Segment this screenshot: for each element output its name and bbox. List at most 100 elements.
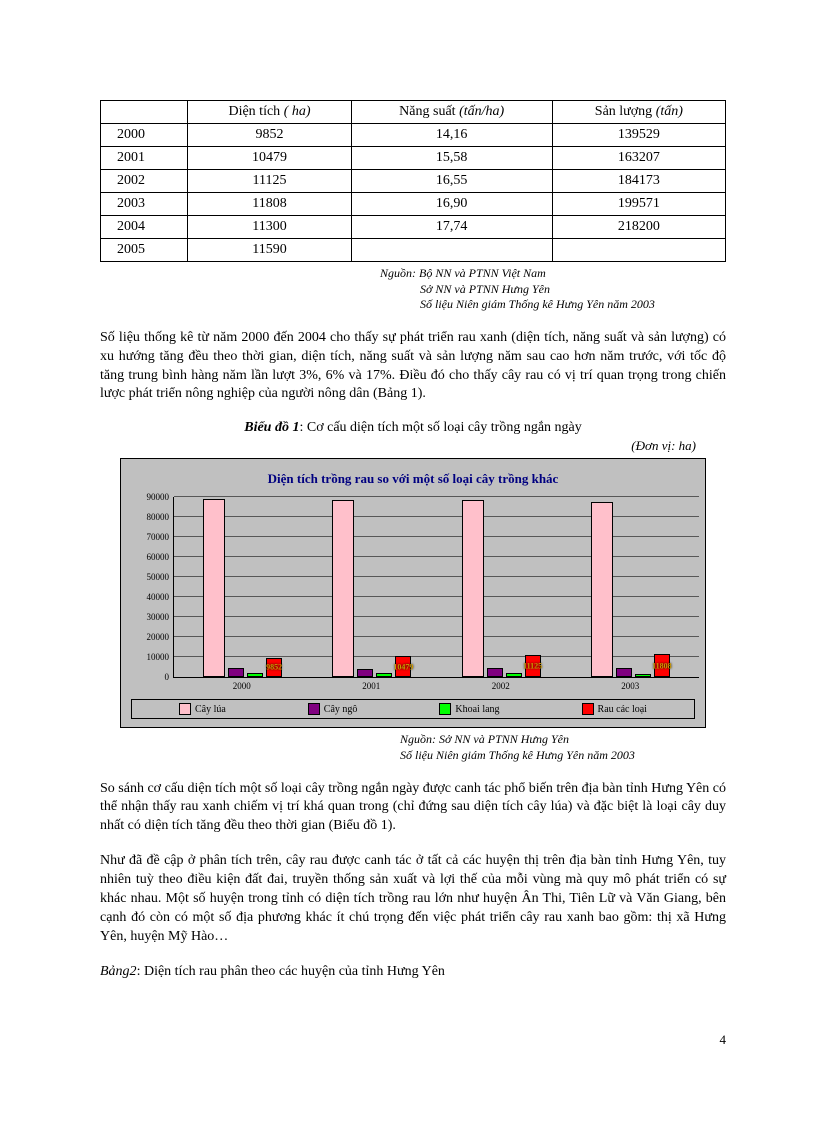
bar-value-label: 9852: [266, 663, 282, 672]
bar-group: 11125: [462, 497, 541, 677]
th-output: Sản lượng (tấn): [552, 101, 725, 124]
table-header-row: Diện tích ( ha) Năng suất (tấn/ha) Sản l…: [101, 101, 726, 124]
table2-caption: Bảng2: Diện tích rau phân theo các huyện…: [100, 963, 726, 982]
bar: 11808: [654, 654, 670, 678]
bar-group: 11808: [591, 497, 670, 677]
y-tick: 10000: [147, 652, 170, 662]
bar: [462, 500, 484, 677]
page-number: 4: [100, 1032, 726, 1048]
cell-value: 17,74: [351, 216, 552, 239]
cell-value: 11590: [188, 239, 351, 262]
bar: [591, 502, 613, 678]
y-axis: 0100002000030000400005000060000700008000…: [127, 497, 173, 677]
legend-label: Khoai lang: [455, 704, 499, 715]
cell-value: 218200: [552, 216, 725, 239]
y-tick: 70000: [147, 532, 170, 542]
bar-value-label: 10479: [393, 662, 413, 671]
bar-value-label: 11125: [523, 662, 542, 671]
bar: 10479: [395, 656, 411, 677]
cell-year: 2002: [101, 170, 188, 193]
table-row: 20031180816,90199571: [101, 193, 726, 216]
legend-item: Khoai lang: [439, 703, 499, 715]
cell-value: 11300: [188, 216, 351, 239]
cell-value: 184173: [552, 170, 725, 193]
legend-label: Rau các loại: [598, 704, 647, 715]
bar: [332, 500, 354, 677]
cell-value: 11125: [188, 170, 351, 193]
chart-caption: Biểu đồ 1: Cơ cấu diện tích một số loại …: [100, 420, 726, 436]
table-row: 2000985214,16139529: [101, 124, 726, 147]
bar: [203, 499, 225, 677]
bar: 11125: [525, 655, 541, 677]
source-block-1: Nguồn: Bộ NN và PTNN Việt Nam Sở NN và P…: [100, 266, 726, 313]
chart-unit: (Đơn vị: ha): [100, 438, 696, 454]
bar-value-label: 11808: [652, 661, 672, 670]
y-tick: 30000: [147, 612, 170, 622]
source-block-2: Nguồn: Sở NN và PTNN Hưng Yên Số liệu Ni…: [100, 732, 726, 763]
cell-value: [351, 239, 552, 262]
legend-item: Cây ngô: [308, 703, 358, 715]
th-yield: Năng suất (tấn/ha): [351, 101, 552, 124]
paragraph-2: So sánh cơ cấu diện tích một số loại cây…: [100, 780, 726, 837]
bar: [616, 668, 632, 678]
source-label: Nguồn:: [380, 266, 416, 280]
data-table: Diện tích ( ha) Năng suất (tấn/ha) Sản l…: [100, 100, 726, 262]
bar: [376, 673, 392, 677]
cell-value: 163207: [552, 147, 725, 170]
plot-area: 9852 10479 11125 11808: [173, 497, 699, 678]
paragraph-1: Số liệu thống kê từ năm 2000 đến 2004 ch…: [100, 329, 726, 405]
table-row: 20021112516,55184173: [101, 170, 726, 193]
x-label: 2002: [461, 681, 541, 691]
cell-value: 16,90: [351, 193, 552, 216]
y-tick: 90000: [147, 492, 170, 502]
cell-value: 15,58: [351, 147, 552, 170]
cell-value: 9852: [188, 124, 351, 147]
cell-year: 2005: [101, 239, 188, 262]
cell-year: 2003: [101, 193, 188, 216]
cell-value: [552, 239, 725, 262]
bar: [357, 669, 373, 678]
legend-item: Cây lúa: [179, 703, 226, 715]
x-axis: 2000 2001 2002 2003: [127, 678, 699, 693]
bar: [506, 673, 522, 677]
th-empty: [101, 101, 188, 124]
chart-legend: Cây lúa Cây ngô Khoai lang Rau các loại: [131, 699, 695, 719]
bar-group: 9852: [203, 497, 282, 677]
bar: [247, 673, 263, 677]
legend-item: Rau các loại: [582, 703, 647, 715]
x-label: 2000: [202, 681, 282, 691]
cell-value: 14,16: [351, 124, 552, 147]
bar-group: 10479: [332, 497, 411, 677]
chart-container: Diện tích trồng rau so với một số loại c…: [120, 458, 706, 728]
table-row: 20011047915,58163207: [101, 147, 726, 170]
cell-year: 2004: [101, 216, 188, 239]
legend-swatch: [439, 703, 451, 715]
legend-swatch: [582, 703, 594, 715]
x-label: 2003: [590, 681, 670, 691]
paragraph-3: Như đã đề cập ở phân tích trên, cây rau …: [100, 852, 726, 946]
y-tick: 40000: [147, 592, 170, 602]
legend-swatch: [308, 703, 320, 715]
bar: [487, 668, 503, 678]
y-tick: 50000: [147, 572, 170, 582]
table-row: 20041130017,74218200: [101, 216, 726, 239]
legend-label: Cây ngô: [324, 704, 358, 715]
table-row: 200511590: [101, 239, 726, 262]
cell-value: 139529: [552, 124, 725, 147]
bar: [635, 674, 651, 678]
cell-value: 11808: [188, 193, 351, 216]
cell-year: 2001: [101, 147, 188, 170]
y-tick: 20000: [147, 632, 170, 642]
y-tick: 80000: [147, 512, 170, 522]
bar: 9852: [266, 658, 282, 678]
th-area: Diện tích ( ha): [188, 101, 351, 124]
legend-label: Cây lúa: [195, 704, 226, 715]
cell-value: 199571: [552, 193, 725, 216]
cell-value: 16,55: [351, 170, 552, 193]
y-tick: 0: [165, 672, 170, 682]
x-label: 2001: [331, 681, 411, 691]
chart-title: Diện tích trồng rau so với một số loại c…: [127, 465, 699, 497]
cell-value: 10479: [188, 147, 351, 170]
bar: [228, 668, 244, 677]
cell-year: 2000: [101, 124, 188, 147]
